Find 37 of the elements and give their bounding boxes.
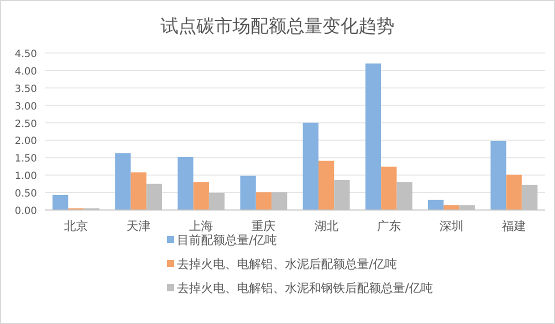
y-tick-label: 3.00 (14, 101, 37, 112)
bar (256, 192, 272, 210)
bar (490, 140, 506, 210)
bar (178, 156, 194, 210)
bar (365, 63, 382, 210)
x-tick-label: 天津 (126, 219, 151, 233)
y-tick-label: 4.00 (14, 66, 37, 78)
chart-title: 试点碳市场配额总量变化趋势 (160, 16, 394, 37)
y-tick-label: 4.50 (14, 49, 37, 60)
legend-label: 去掉火电、电解铝、水泥和钢铁后配额总量/亿吨 (177, 281, 434, 295)
y-tick-label: 2.50 (14, 118, 37, 130)
bar (428, 200, 444, 210)
y-tick-label: 2.00 (14, 136, 37, 148)
bar (240, 176, 256, 210)
x-tick-label: 广东 (376, 219, 401, 233)
bar (444, 205, 460, 210)
y-tick-label: 0.00 (14, 206, 37, 217)
bar (193, 182, 209, 210)
bar (115, 153, 131, 210)
x-tick-label: 北京 (64, 219, 88, 233)
bar (381, 166, 397, 210)
legend-label: 去掉火电、电解铝、水泥后配额总量/亿吨 (177, 257, 398, 271)
x-tick-label: 上海 (189, 219, 214, 233)
bar (302, 122, 318, 210)
bar (130, 172, 146, 210)
bar (506, 174, 522, 210)
x-tick-label: 湖北 (314, 219, 338, 233)
y-tick-label: 0.50 (14, 188, 37, 200)
bar (52, 195, 68, 210)
y-tick-label: 1.50 (14, 154, 37, 165)
x-tick-label: 深圳 (439, 219, 464, 233)
y-tick-label: 3.50 (14, 84, 37, 95)
x-tick-label: 重庆 (252, 219, 276, 233)
x-tick-label: 福建 (502, 219, 526, 233)
bar (318, 160, 334, 210)
legend-label: 目前配额总量/亿吨 (177, 233, 278, 247)
y-tick-label: 1.00 (14, 171, 37, 182)
